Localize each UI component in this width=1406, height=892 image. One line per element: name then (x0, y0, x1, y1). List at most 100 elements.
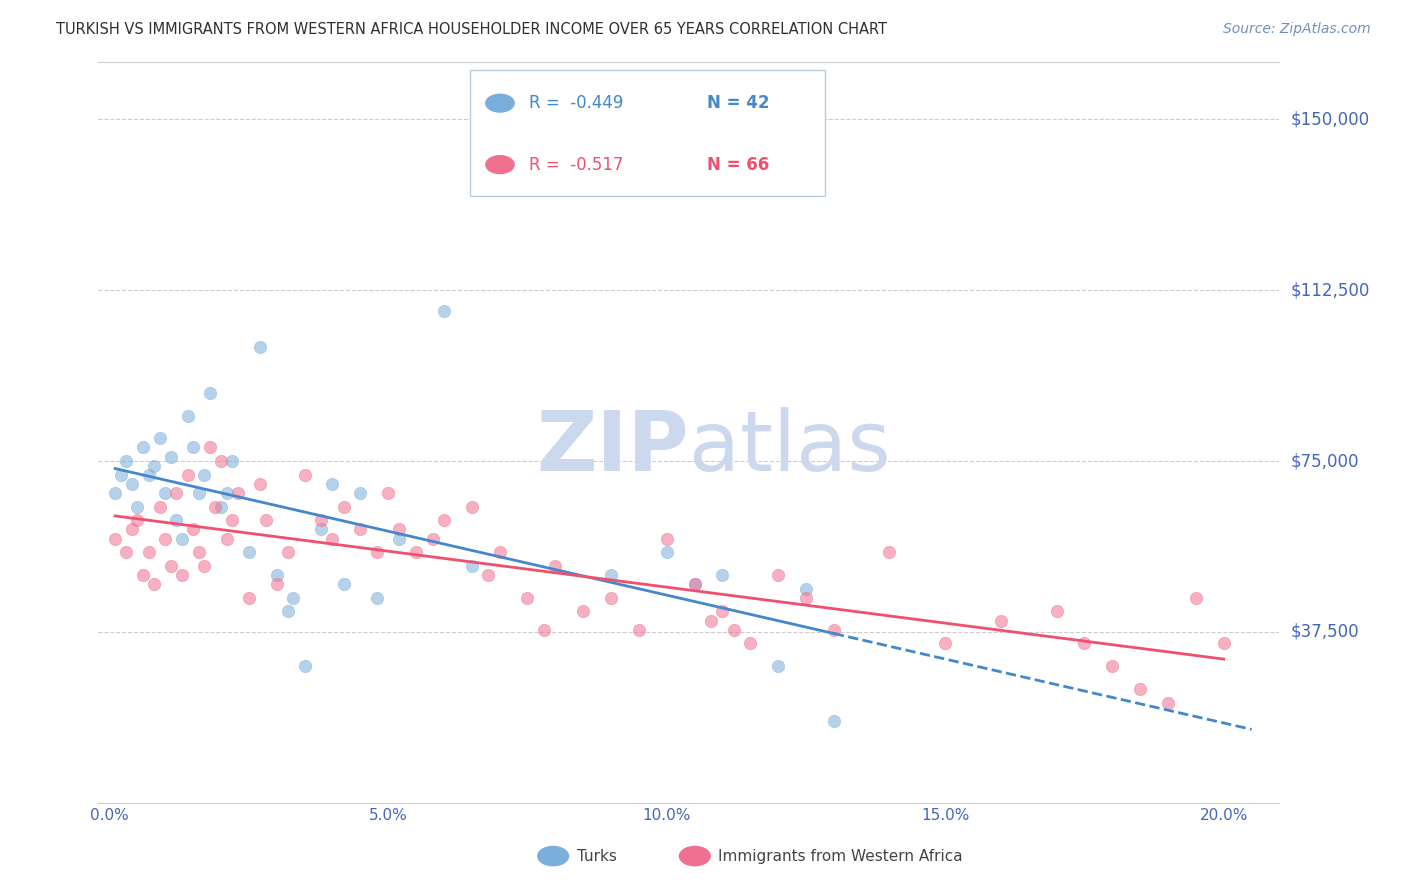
Point (221, 454, 243, 468)
Point (766, 659, 789, 673)
Point (794, 582, 817, 596)
Text: $75,000: $75,000 (1291, 452, 1360, 470)
Point (132, 441, 155, 455)
Point (170, 568, 193, 582)
Point (249, 476, 271, 491)
Point (1101, 659, 1123, 673)
Text: ZIP: ZIP (537, 407, 689, 488)
Point (377, 486, 399, 500)
Point (193, 558, 215, 573)
Point (104, 486, 127, 500)
Point (533, 623, 555, 637)
Point (165, 513, 187, 527)
Point (433, 513, 456, 527)
Point (990, 614, 1012, 628)
Point (143, 577, 166, 591)
Point (309, 523, 332, 537)
Point (823, 623, 845, 637)
Circle shape (486, 95, 515, 112)
Text: TURKISH VS IMMIGRANTS FROM WESTERN AFRICA HOUSEHOLDER INCOME OVER 65 YEARS CORRE: TURKISH VS IMMIGRANTS FROM WESTERN AFRIC… (56, 22, 887, 37)
Point (934, 636, 956, 650)
Point (332, 577, 354, 591)
Point (249, 340, 271, 354)
Text: atlas: atlas (689, 407, 890, 488)
Point (388, 523, 411, 537)
Point (181, 523, 204, 537)
Point (294, 467, 316, 482)
Point (294, 659, 316, 673)
Point (238, 591, 260, 605)
Point (254, 513, 277, 527)
Point (1212, 636, 1234, 650)
Text: $150,000: $150,000 (1291, 111, 1369, 128)
Point (794, 591, 817, 605)
Point (516, 591, 538, 605)
Point (104, 532, 127, 546)
Point (238, 545, 260, 559)
Text: R =  -0.449: R = -0.449 (530, 95, 624, 112)
Point (277, 545, 299, 559)
Point (127, 513, 149, 527)
Point (405, 545, 427, 559)
Point (155, 532, 177, 546)
Point (226, 486, 249, 500)
Point (655, 545, 678, 559)
Point (121, 523, 143, 537)
Point (1073, 636, 1095, 650)
Point (160, 450, 183, 464)
Point (176, 467, 198, 482)
Text: Turks: Turks (576, 848, 617, 863)
Text: Immigrants from Western Africa: Immigrants from Western Africa (718, 848, 963, 863)
Point (115, 454, 138, 468)
Point (627, 623, 650, 637)
Point (460, 558, 482, 573)
Point (544, 558, 567, 573)
Point (366, 591, 388, 605)
Point (600, 591, 623, 605)
Point (700, 614, 723, 628)
FancyBboxPatch shape (471, 70, 825, 195)
Point (488, 545, 510, 559)
Point (349, 486, 371, 500)
Point (160, 558, 183, 573)
Point (388, 532, 411, 546)
Point (600, 568, 623, 582)
Point (170, 532, 193, 546)
Text: $37,500: $37,500 (1291, 623, 1360, 641)
Point (181, 441, 204, 455)
Point (121, 476, 143, 491)
Point (683, 577, 706, 591)
Point (155, 486, 177, 500)
Point (572, 604, 595, 618)
Point (277, 604, 299, 618)
Circle shape (679, 847, 710, 866)
Circle shape (486, 156, 515, 173)
Text: N = 66: N = 66 (707, 155, 769, 174)
Point (422, 532, 444, 546)
Point (1157, 696, 1180, 710)
Point (766, 568, 789, 582)
Point (332, 500, 354, 514)
Point (221, 513, 243, 527)
Point (143, 458, 166, 473)
Point (215, 486, 238, 500)
Point (209, 500, 232, 514)
Text: $112,500: $112,500 (1291, 281, 1369, 299)
Point (204, 500, 226, 514)
Point (1046, 604, 1069, 618)
Point (655, 532, 678, 546)
Point (215, 532, 238, 546)
Text: Source: ZipAtlas.com: Source: ZipAtlas.com (1223, 22, 1371, 37)
Point (266, 568, 288, 582)
Point (283, 591, 305, 605)
Point (176, 409, 198, 423)
Point (740, 636, 762, 650)
Text: N = 42: N = 42 (707, 95, 769, 112)
Point (149, 500, 172, 514)
Point (879, 545, 901, 559)
Point (460, 500, 482, 514)
Point (321, 532, 343, 546)
Point (149, 431, 172, 445)
Point (115, 545, 138, 559)
Point (683, 577, 706, 591)
